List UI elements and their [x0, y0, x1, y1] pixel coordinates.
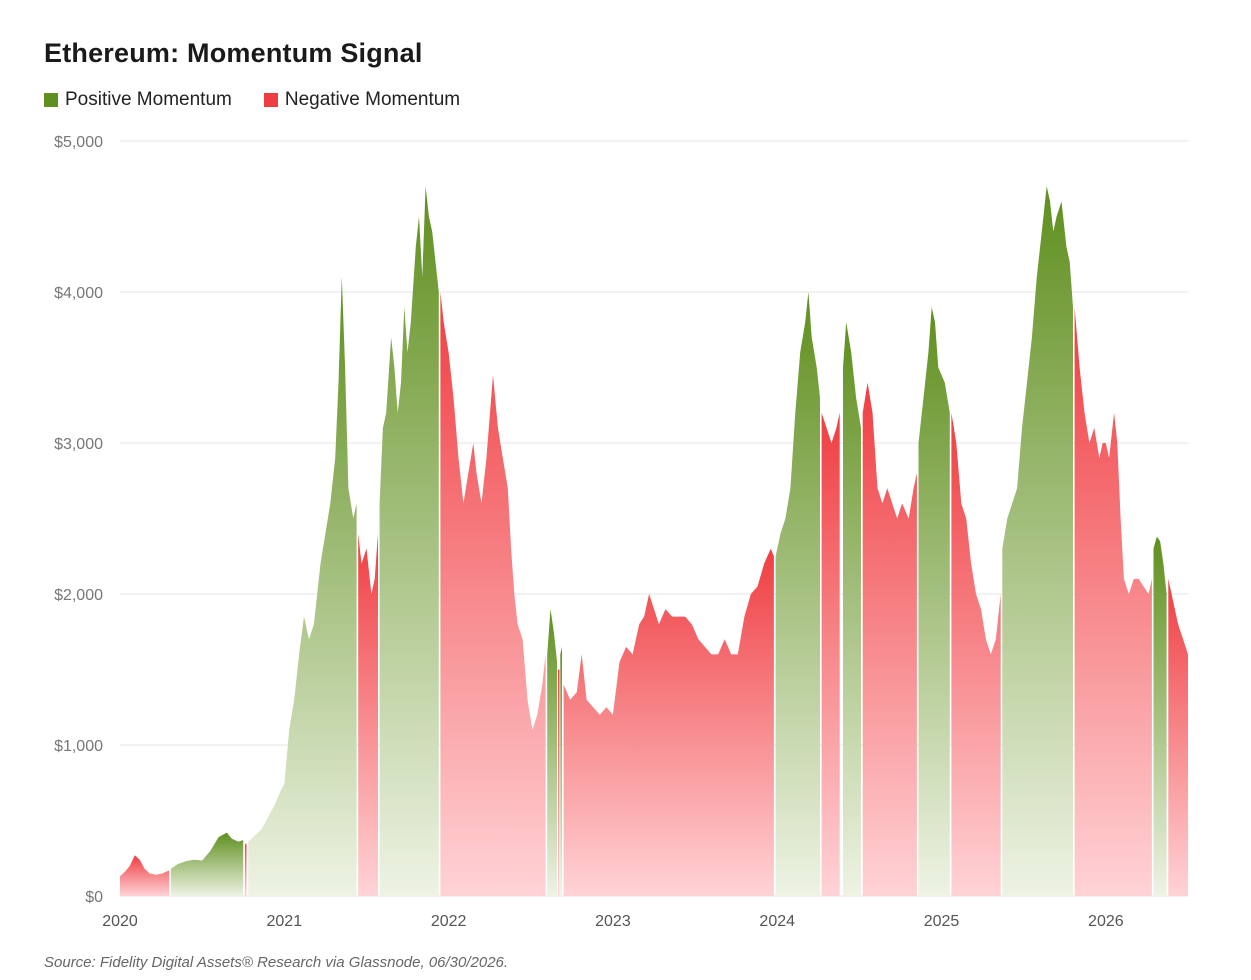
chart-title: Ethereum: Momentum Signal: [44, 38, 423, 68]
legend-item-negative: Negative Momentum: [263, 89, 461, 111]
positive-momentum-area-7: [918, 307, 950, 897]
legend-item-positive: Positive Momentum: [44, 89, 232, 111]
negative-momentum-area-2: [358, 533, 378, 896]
negative-momentum-area-8: [951, 412, 1001, 896]
positive-momentum-area-2: [379, 186, 439, 897]
negative-momentum-area-6: [821, 412, 840, 896]
x-tick-label-4: 2024: [759, 913, 795, 930]
x-tick-label-3: 2023: [595, 913, 631, 930]
y-tick-label-4: $4,000: [54, 285, 103, 302]
positive-momentum-area-9: [1153, 536, 1167, 896]
positive-momentum-area-3: [547, 609, 558, 896]
axis-layer: $0 $1,000 $2,000 $3,000 $4,000 $5,000 2020 2021…: [54, 134, 1124, 930]
negative-momentum-area-7: [862, 382, 917, 897]
positive-momentum-area-5: [775, 292, 820, 896]
positive-momentum-area-8: [1002, 186, 1073, 897]
y-tick-label-5: $5,000: [54, 134, 103, 151]
momentum-chart: $0 $1,000 $2,000 $3,000 $4,000 $5,000 2020 2021…: [54, 134, 1188, 930]
negative-momentum-area-1: [244, 843, 247, 896]
legend: Positive Momentum Negative Momentum: [44, 89, 492, 111]
negative-momentum-area-4: [558, 669, 560, 896]
positive-momentum-area-1: [248, 276, 357, 896]
source-note: Source: Fidelity Digital Assets® Researc…: [44, 954, 509, 971]
y-tick-label-0: $0: [85, 889, 103, 906]
legend-label-positive: Positive Momentum: [65, 89, 232, 110]
y-tick-label-2: $2,000: [54, 587, 103, 604]
y-tick-label-3: $3,000: [54, 436, 103, 453]
positive-momentum-area-0: [170, 832, 244, 896]
area-layer: [120, 186, 1188, 897]
negative-momentum-area-10: [1168, 578, 1188, 896]
negative-momentum-area-3: [440, 292, 546, 896]
positive-momentum-area-4: [560, 646, 562, 896]
x-tick-label-1: 2021: [267, 913, 303, 930]
legend-swatch-negative: [263, 93, 278, 107]
x-tick-label-6: 2026: [1088, 913, 1124, 930]
x-tick-label-2: 2022: [431, 913, 467, 930]
positive-momentum-area-6: [843, 322, 861, 896]
x-tick-label-0: 2020: [102, 913, 138, 930]
x-tick-label-5: 2025: [924, 913, 960, 930]
legend-swatch-positive: [44, 93, 58, 107]
negative-momentum-area-5: [563, 548, 774, 896]
legend-label-negative: Negative Momentum: [284, 89, 461, 110]
negative-momentum-area-0: [120, 855, 170, 896]
negative-momentum-area-9: [1074, 307, 1152, 897]
y-tick-label-1: $1,000: [54, 738, 103, 755]
